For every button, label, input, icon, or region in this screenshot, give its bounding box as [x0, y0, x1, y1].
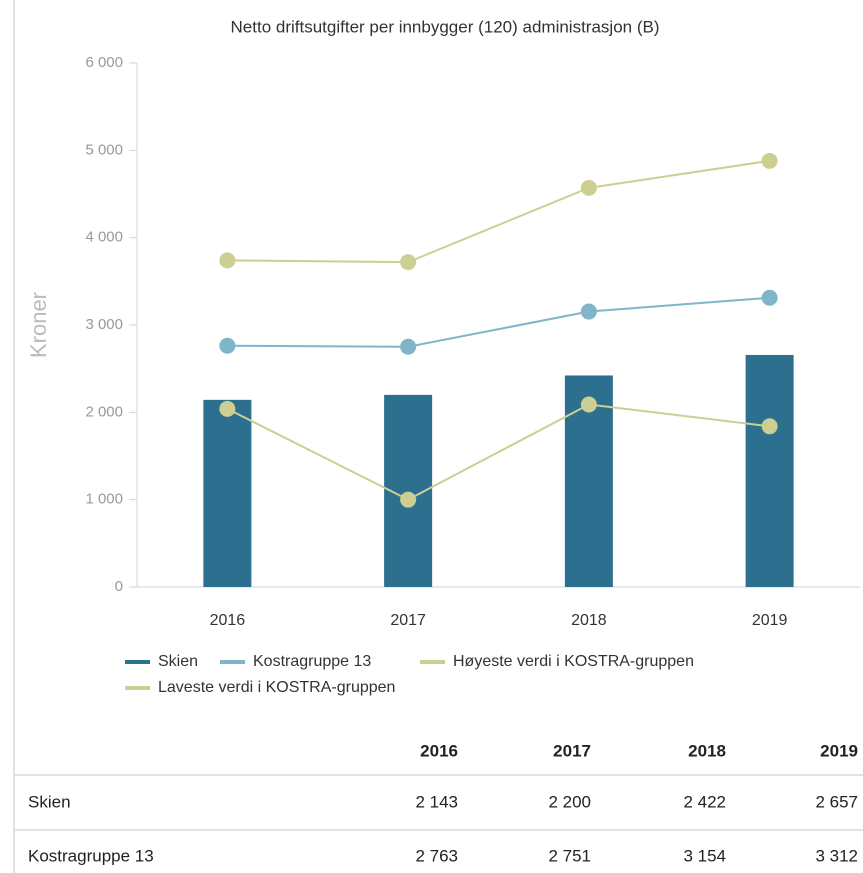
table-header: 2019 — [820, 741, 858, 760]
table-header: 2017 — [553, 741, 591, 760]
point — [219, 252, 236, 269]
table-cell: 2 143 — [415, 792, 458, 811]
point — [219, 400, 236, 417]
table-cell: 3 154 — [683, 846, 726, 865]
table-header: 2016 — [420, 741, 458, 760]
point — [761, 418, 778, 435]
row-label: Kostragruppe 13 — [28, 846, 154, 865]
x-tick-label: 2018 — [571, 612, 607, 629]
bar — [203, 399, 252, 587]
table-cell: 2 751 — [548, 846, 591, 865]
x-tick-label: 2016 — [210, 612, 246, 629]
y-tick-label: 4 000 — [85, 229, 123, 246]
point — [400, 254, 417, 271]
x-tick-label: 2017 — [390, 612, 426, 629]
chart-title: Netto driftsutgifter per innbygger (120)… — [231, 17, 660, 36]
point — [580, 179, 597, 196]
y-tick-label: 0 — [115, 578, 123, 595]
point — [761, 289, 778, 306]
point — [400, 338, 417, 355]
table-cell: 2 422 — [683, 792, 726, 811]
point — [219, 337, 236, 354]
y-tick-label: 5 000 — [85, 141, 123, 158]
table-header: 2018 — [688, 741, 726, 760]
legend-label: Skien — [158, 653, 198, 670]
line — [226, 403, 770, 501]
line — [227, 159, 770, 264]
point — [761, 152, 778, 169]
line — [227, 296, 770, 348]
y-tick-label: 1 000 — [85, 491, 123, 508]
legend-label: Kostragruppe 13 — [253, 653, 371, 670]
point — [400, 491, 417, 508]
y-tick-label: 3 000 — [85, 316, 123, 333]
point — [580, 303, 597, 320]
table-cell: 2 200 — [548, 792, 591, 811]
table-cell: 2 657 — [815, 792, 858, 811]
table-cell: 2 763 — [415, 846, 458, 865]
y-tick-label: 2 000 — [85, 403, 123, 420]
legend-label: Laveste verdi i KOSTRA-gruppen — [158, 679, 395, 696]
x-tick-label: 2019 — [752, 612, 788, 629]
row-label: Skien — [28, 792, 71, 811]
point — [580, 396, 597, 413]
y-tick-label: 6 000 — [85, 54, 123, 71]
table-cell: 3 312 — [815, 846, 858, 865]
y-axis-label: Kroner — [26, 292, 51, 358]
bar — [745, 354, 794, 587]
legend-label: Høyeste verdi i KOSTRA-gruppen — [453, 653, 694, 670]
